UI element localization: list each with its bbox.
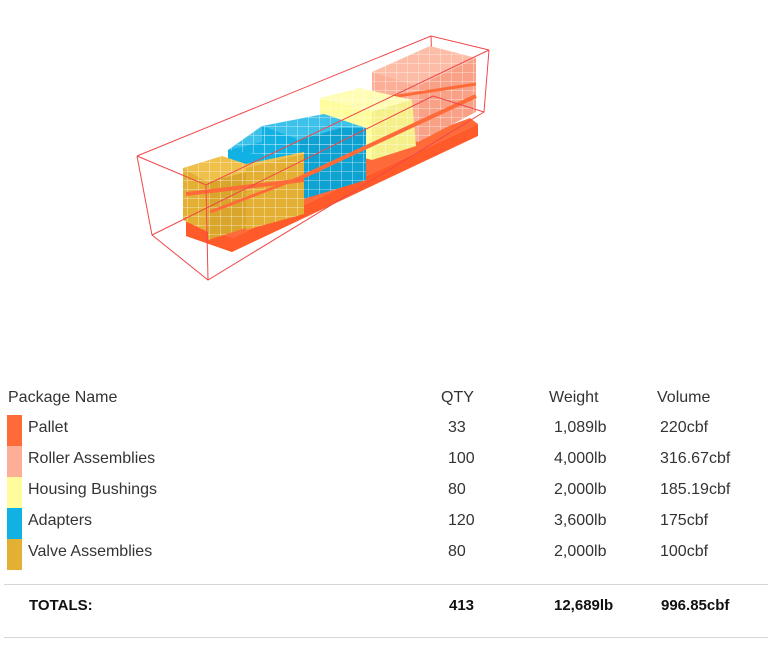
totals-weight: 12,689lb xyxy=(554,597,614,614)
package-name: Roller Assemblies xyxy=(28,450,156,467)
package-qty: 120 xyxy=(448,512,475,529)
container-3d-viewer[interactable] xyxy=(0,0,768,360)
totals-label: TOTALS: xyxy=(29,597,93,614)
color-swatch-roller-assemblies xyxy=(7,446,22,477)
package-name: Adapters xyxy=(28,512,93,529)
package-volume: 185.19cbf xyxy=(660,481,731,498)
container-outline-front xyxy=(136,49,490,281)
package-qty: 100 xyxy=(448,450,475,467)
package-name: Housing Bushings xyxy=(28,481,157,498)
package-weight: 3,600lb xyxy=(554,512,607,529)
color-swatch-housing-bushings xyxy=(7,477,22,508)
package-volume: 175cbf xyxy=(660,512,709,529)
package-volume: 100cbf xyxy=(660,543,709,560)
package-summary-table: Package Name QTY Weight Volume Pallet 33… xyxy=(0,385,768,570)
table-row-valve-assemblies: Valve Assemblies 80 2,000lb 100cbf xyxy=(0,539,768,570)
package-weight: 1,089lb xyxy=(554,419,607,436)
header-weight: Weight xyxy=(549,389,599,406)
totals-qty: 413 xyxy=(449,597,475,614)
color-swatch-pallet xyxy=(7,415,22,446)
package-name: Valve Assemblies xyxy=(28,543,153,560)
table-row-adapters: Adapters 120 3,600lb 175cbf xyxy=(0,508,768,539)
package-qty: 80 xyxy=(448,481,466,498)
color-swatch-valve-assemblies xyxy=(7,539,22,570)
package-name: Pallet xyxy=(28,419,69,436)
package-weight: 4,000lb xyxy=(554,450,607,467)
package-weight: 2,000lb xyxy=(554,481,607,498)
package-volume: 220cbf xyxy=(660,419,709,436)
table-row-pallet: Pallet 33 1,089lb 220cbf xyxy=(0,415,768,446)
totals-divider-top xyxy=(4,584,768,585)
totals-divider-bottom xyxy=(4,637,768,638)
table-row-roller-assemblies: Roller Assemblies 100 4,000lb 316.67cbf xyxy=(0,446,768,477)
container-3d-canvas[interactable] xyxy=(0,0,768,360)
cargo-valve-assemblies xyxy=(183,152,321,240)
color-swatch-adapters xyxy=(7,508,22,539)
package-qty: 80 xyxy=(448,543,466,560)
totals-row: TOTALS: 413 12,689lb 996.85cbf xyxy=(0,586,768,636)
table-header-row: Package Name QTY Weight Volume xyxy=(0,385,768,415)
header-package-name: Package Name xyxy=(8,389,118,406)
package-qty: 33 xyxy=(448,419,466,436)
table-row-housing-bushings: Housing Bushings 80 2,000lb 185.19cbf xyxy=(0,477,768,508)
header-volume: Volume xyxy=(657,389,711,406)
totals-volume: 996.85cbf xyxy=(661,597,730,614)
package-volume: 316.67cbf xyxy=(660,450,731,467)
pallet-rail xyxy=(299,94,477,180)
package-weight: 2,000lb xyxy=(554,543,607,560)
header-qty: QTY xyxy=(441,389,474,406)
